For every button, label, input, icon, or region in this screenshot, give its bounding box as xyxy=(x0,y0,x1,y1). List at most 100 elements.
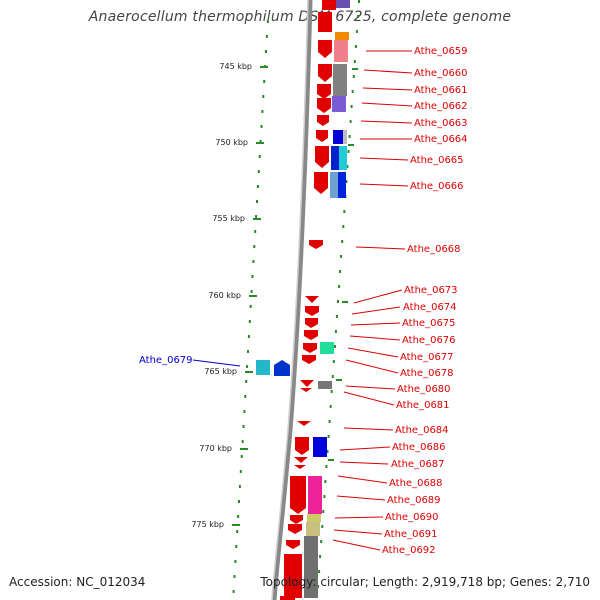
gene-arrows xyxy=(280,0,336,600)
right-dot xyxy=(331,375,334,378)
right-dot xyxy=(334,330,337,333)
gene-label[interactable]: Athe_0692 xyxy=(382,545,436,556)
right-dot xyxy=(339,270,342,273)
gene-labels: Athe_0659 Athe_0660 Athe_0661 Athe_0662 … xyxy=(139,46,468,556)
gene-label[interactable]: Athe_0687 xyxy=(391,459,445,470)
scale-dot xyxy=(265,35,268,38)
right-dot xyxy=(345,180,348,183)
gene-label[interactable]: Athe_0659 xyxy=(414,46,468,57)
scale-dot xyxy=(242,425,245,428)
scale-dot xyxy=(240,455,243,458)
gene-label[interactable]: Athe_0673 xyxy=(404,285,458,296)
gene-label[interactable]: Athe_0691 xyxy=(384,529,438,540)
right-dot xyxy=(353,60,356,63)
gene-label[interactable]: Athe_0661 xyxy=(414,85,468,96)
scale-dot xyxy=(260,125,263,128)
scale-dot xyxy=(238,485,241,488)
genome-title: Anaerocellum thermophilum DSM 6725, comp… xyxy=(88,9,512,25)
scale-dot xyxy=(235,545,238,548)
gene-label[interactable]: Athe_0664 xyxy=(414,134,468,145)
scale-ticks xyxy=(232,66,268,526)
right-dot xyxy=(355,30,358,33)
gene-label[interactable]: Athe_0688 xyxy=(389,478,443,489)
gene-label-left[interactable]: Athe_0679 xyxy=(139,355,193,366)
scale-dot xyxy=(251,275,254,278)
right-dot xyxy=(330,390,333,393)
right-dot xyxy=(350,105,353,108)
topology-text: Topology: circular; Length: 2,919,718 bp… xyxy=(260,575,590,589)
scale-dots xyxy=(232,20,269,593)
gene-label[interactable]: Athe_0678 xyxy=(400,368,454,379)
right-dot xyxy=(327,435,330,438)
gene-label[interactable]: Athe_0663 xyxy=(414,118,468,129)
scale-dot xyxy=(261,110,264,113)
scale-dot xyxy=(237,515,240,518)
right-dot xyxy=(332,360,335,363)
scale-dot xyxy=(238,500,240,503)
tick-labels: 745 kbp 750 kbp 755 kbp 760 kbp 765 kbp … xyxy=(191,62,252,529)
gene-label[interactable]: Athe_0684 xyxy=(395,425,449,436)
right-dot xyxy=(317,585,320,588)
gene-label[interactable]: Athe_0677 xyxy=(400,352,454,363)
gene-label[interactable]: Athe_0689 xyxy=(387,495,441,506)
gene-label[interactable]: Athe_0674 xyxy=(403,302,457,313)
gene-label[interactable]: Athe_0690 xyxy=(385,512,439,523)
scale-dot xyxy=(233,575,236,578)
right-dot xyxy=(340,255,343,258)
tick-label: 760 kbp xyxy=(208,291,241,300)
right-ticks xyxy=(328,68,358,461)
right-dot xyxy=(335,315,338,318)
gene-label[interactable]: Athe_0665 xyxy=(410,155,464,166)
tick-label: 755 kbp xyxy=(212,214,245,223)
right-dot xyxy=(333,345,336,348)
gene-label[interactable]: Athe_0676 xyxy=(402,335,456,346)
right-dot xyxy=(329,405,332,408)
scale-dot xyxy=(247,335,250,338)
right-dot xyxy=(324,480,327,483)
right-dot xyxy=(320,540,323,543)
right-dot xyxy=(319,555,322,558)
scale-dot xyxy=(245,380,248,383)
right-dot xyxy=(322,510,325,513)
genome-backbone-highlight xyxy=(271,0,309,600)
right-dot xyxy=(326,450,329,453)
gene-label[interactable]: Athe_0660 xyxy=(414,68,468,79)
gene-label[interactable]: Athe_0662 xyxy=(414,101,468,112)
feature-track xyxy=(256,0,350,598)
scale-dot xyxy=(247,350,249,353)
leader-lines xyxy=(332,50,413,551)
right-dot xyxy=(346,165,349,168)
scale-dot xyxy=(262,95,265,98)
right-dot xyxy=(328,420,331,423)
scale-dot xyxy=(263,80,266,83)
scale-dot xyxy=(256,185,259,188)
accession-text: Accession: NC_012034 xyxy=(9,575,146,589)
right-dot xyxy=(356,15,359,18)
scale-dot xyxy=(239,470,242,473)
left-leader-line xyxy=(192,359,241,367)
scale-dot xyxy=(258,155,261,158)
scale-dot xyxy=(232,590,235,593)
right-dot xyxy=(343,210,346,213)
scale-dot xyxy=(248,320,251,323)
scale-dot xyxy=(266,20,269,23)
right-dot xyxy=(352,75,355,78)
scale-dot xyxy=(252,260,255,263)
scale-dot xyxy=(259,140,262,143)
right-dot xyxy=(347,150,350,153)
gene-label[interactable]: Athe_0686 xyxy=(392,442,446,453)
gene-label[interactable]: Athe_0666 xyxy=(410,181,464,192)
tick-label: 750 kbp xyxy=(215,138,248,147)
gene-label[interactable]: Athe_0680 xyxy=(397,384,451,395)
genome-backbone xyxy=(271,0,313,600)
scale-dot xyxy=(244,395,247,398)
right-dot xyxy=(318,570,321,573)
scale-dot xyxy=(241,440,244,443)
right-dot xyxy=(325,465,328,468)
scale-dot xyxy=(255,215,258,218)
gene-label[interactable]: Athe_0675 xyxy=(402,318,456,329)
gene-label[interactable]: Athe_0681 xyxy=(396,400,450,411)
right-dot xyxy=(323,495,326,498)
gene-label[interactable]: Athe_0668 xyxy=(407,244,461,255)
